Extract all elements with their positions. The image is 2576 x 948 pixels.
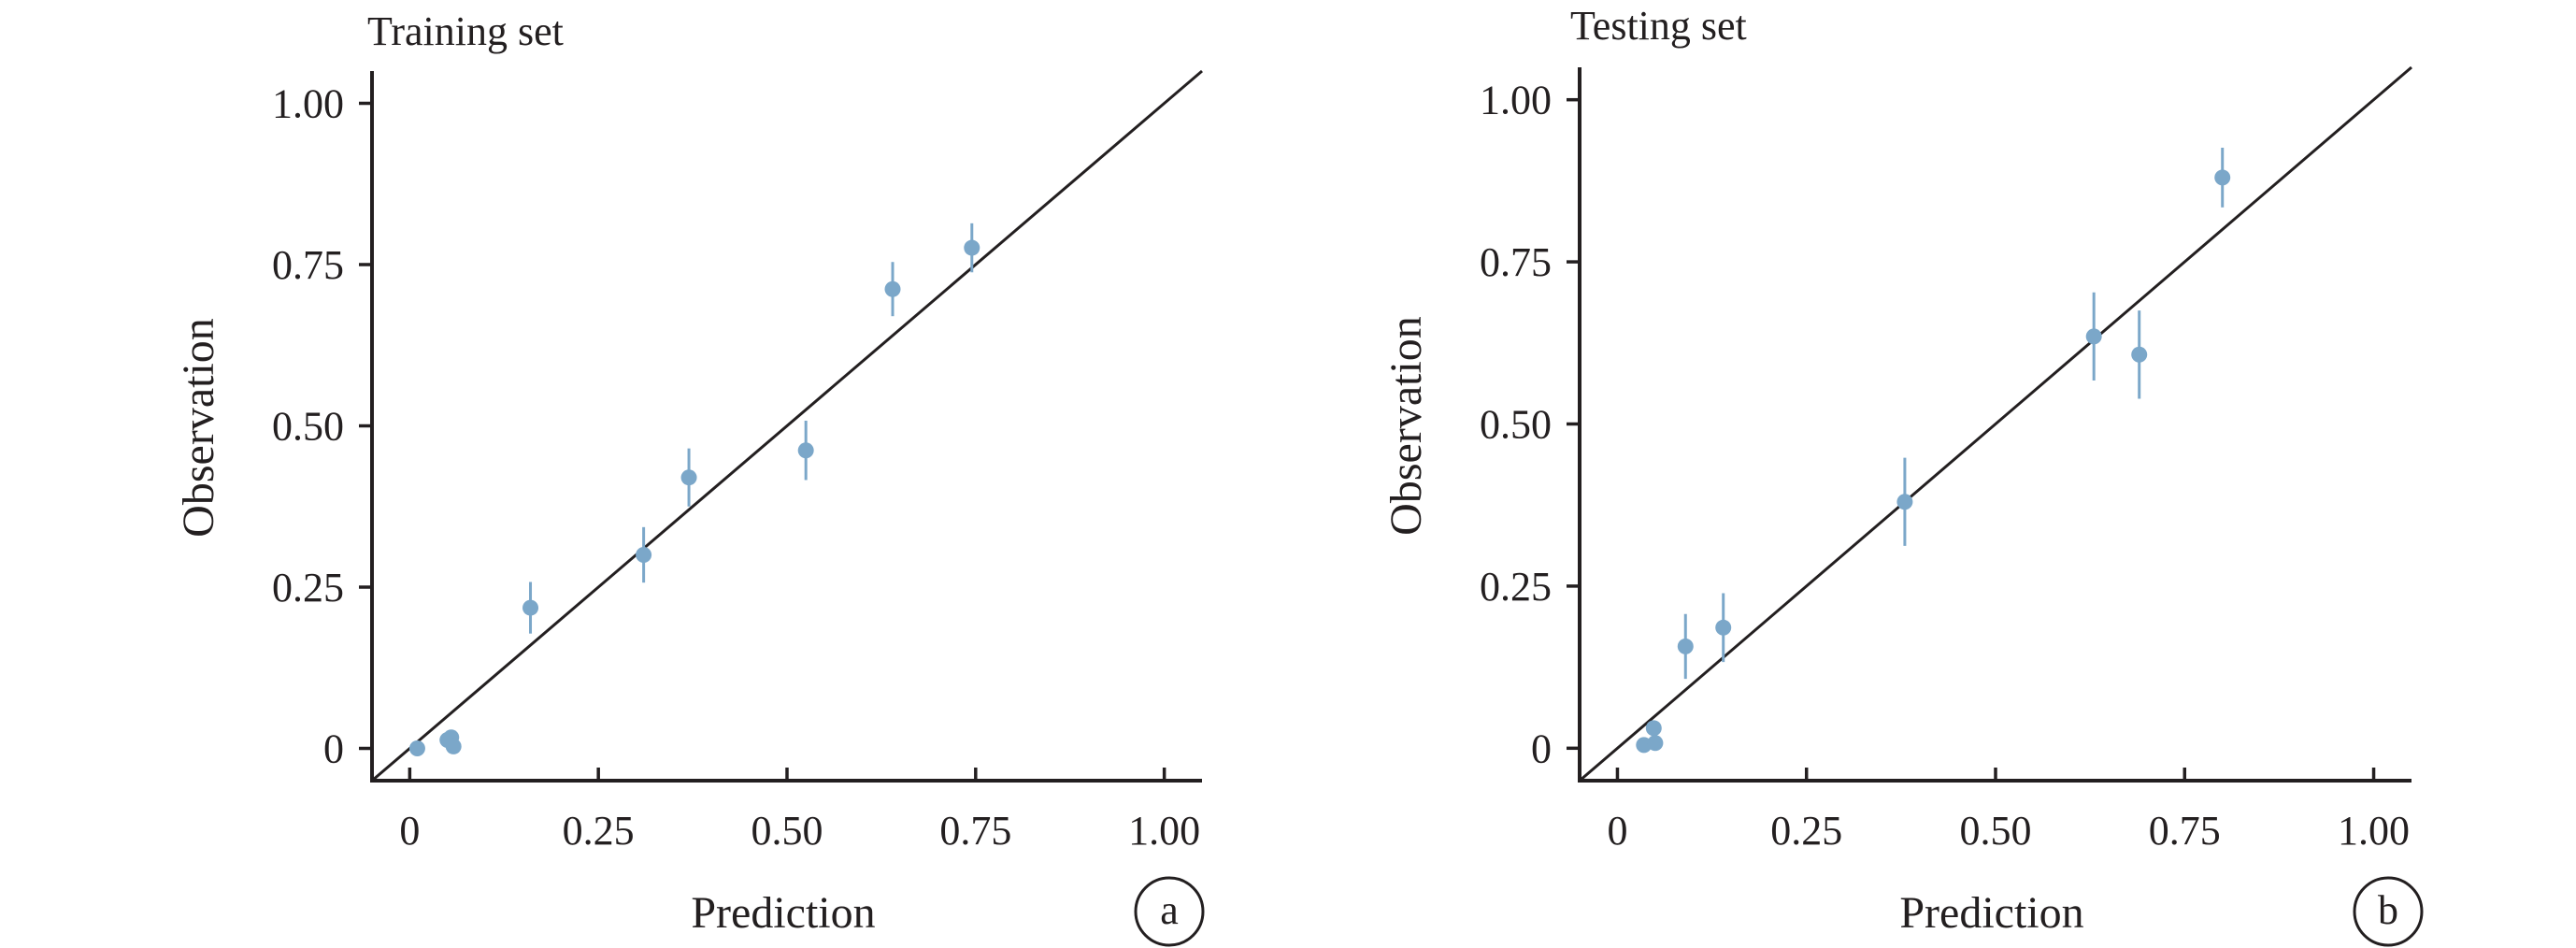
y-tick-label: 0.75 bbox=[272, 242, 344, 288]
x-axis-label: Prediction bbox=[691, 888, 875, 938]
x-tick-label: 0.75 bbox=[939, 808, 1011, 854]
data-point bbox=[2214, 169, 2231, 186]
x-tick-label: 0 bbox=[399, 808, 420, 854]
chart-panel-training: Training set 0 0.25 0.50 0.75 1.00 0 0.25 0.50 0.… bbox=[174, 8, 1205, 947]
data-point bbox=[1715, 619, 1732, 636]
data-point bbox=[408, 740, 425, 756]
panel-title: Testing set bbox=[1570, 3, 1747, 49]
reference-line bbox=[371, 69, 1203, 783]
panel-badge-label: b bbox=[2378, 887, 2398, 933]
panel-title: Training set bbox=[367, 8, 564, 54]
x-tick-label: 0.25 bbox=[1770, 808, 1842, 854]
data-point bbox=[884, 280, 901, 297]
x-tick-label: 0.50 bbox=[1960, 808, 2032, 854]
data-point bbox=[2131, 346, 2148, 363]
data-point bbox=[1896, 494, 1913, 510]
panel-badge bbox=[2353, 876, 2424, 947]
y-tick-label: 1.00 bbox=[272, 81, 344, 127]
y-tick-label: 0.50 bbox=[272, 404, 344, 450]
x-tick-label: 0 bbox=[1607, 808, 1627, 854]
data-point bbox=[964, 239, 980, 256]
x-tick-label: 0.50 bbox=[751, 808, 823, 854]
data-point bbox=[2085, 328, 2102, 345]
chart-panel-testing: Testing set 0 0.25 0.50 0.75 1.00 0 0.25 0.50 0.7… bbox=[1381, 3, 2424, 947]
y-tick-label: 1.00 bbox=[1480, 78, 1552, 123]
panel-badge-label: a bbox=[1160, 887, 1179, 933]
data-point bbox=[1647, 735, 1664, 752]
data-point bbox=[1677, 638, 1694, 654]
y-tick-label: 0.50 bbox=[1480, 402, 1552, 448]
x-tick-label: 1.00 bbox=[1128, 808, 1200, 854]
data-point bbox=[797, 442, 814, 459]
data-point bbox=[445, 738, 462, 754]
panel-badge bbox=[1134, 876, 1205, 947]
data-point bbox=[636, 547, 652, 563]
y-tick-label: 0 bbox=[1531, 725, 1552, 771]
x-tick-label: 0.25 bbox=[563, 808, 635, 854]
x-tick-label: 1.00 bbox=[2338, 808, 2410, 854]
reference-line bbox=[1579, 65, 2412, 783]
y-tick-label: 0.75 bbox=[1480, 239, 1552, 285]
x-axis-label: Prediction bbox=[1899, 888, 2083, 938]
y-axis-label: Observation bbox=[1381, 316, 1431, 536]
data-point bbox=[680, 469, 697, 486]
y-tick-label: 0.25 bbox=[1480, 564, 1552, 610]
y-tick-label: 0.25 bbox=[272, 565, 344, 610]
y-tick-label: 0 bbox=[323, 726, 344, 772]
data-point bbox=[1645, 720, 1662, 737]
y-axis-label: Observation bbox=[174, 318, 223, 538]
x-tick-label: 0.75 bbox=[2149, 808, 2221, 854]
data-point bbox=[522, 599, 539, 616]
